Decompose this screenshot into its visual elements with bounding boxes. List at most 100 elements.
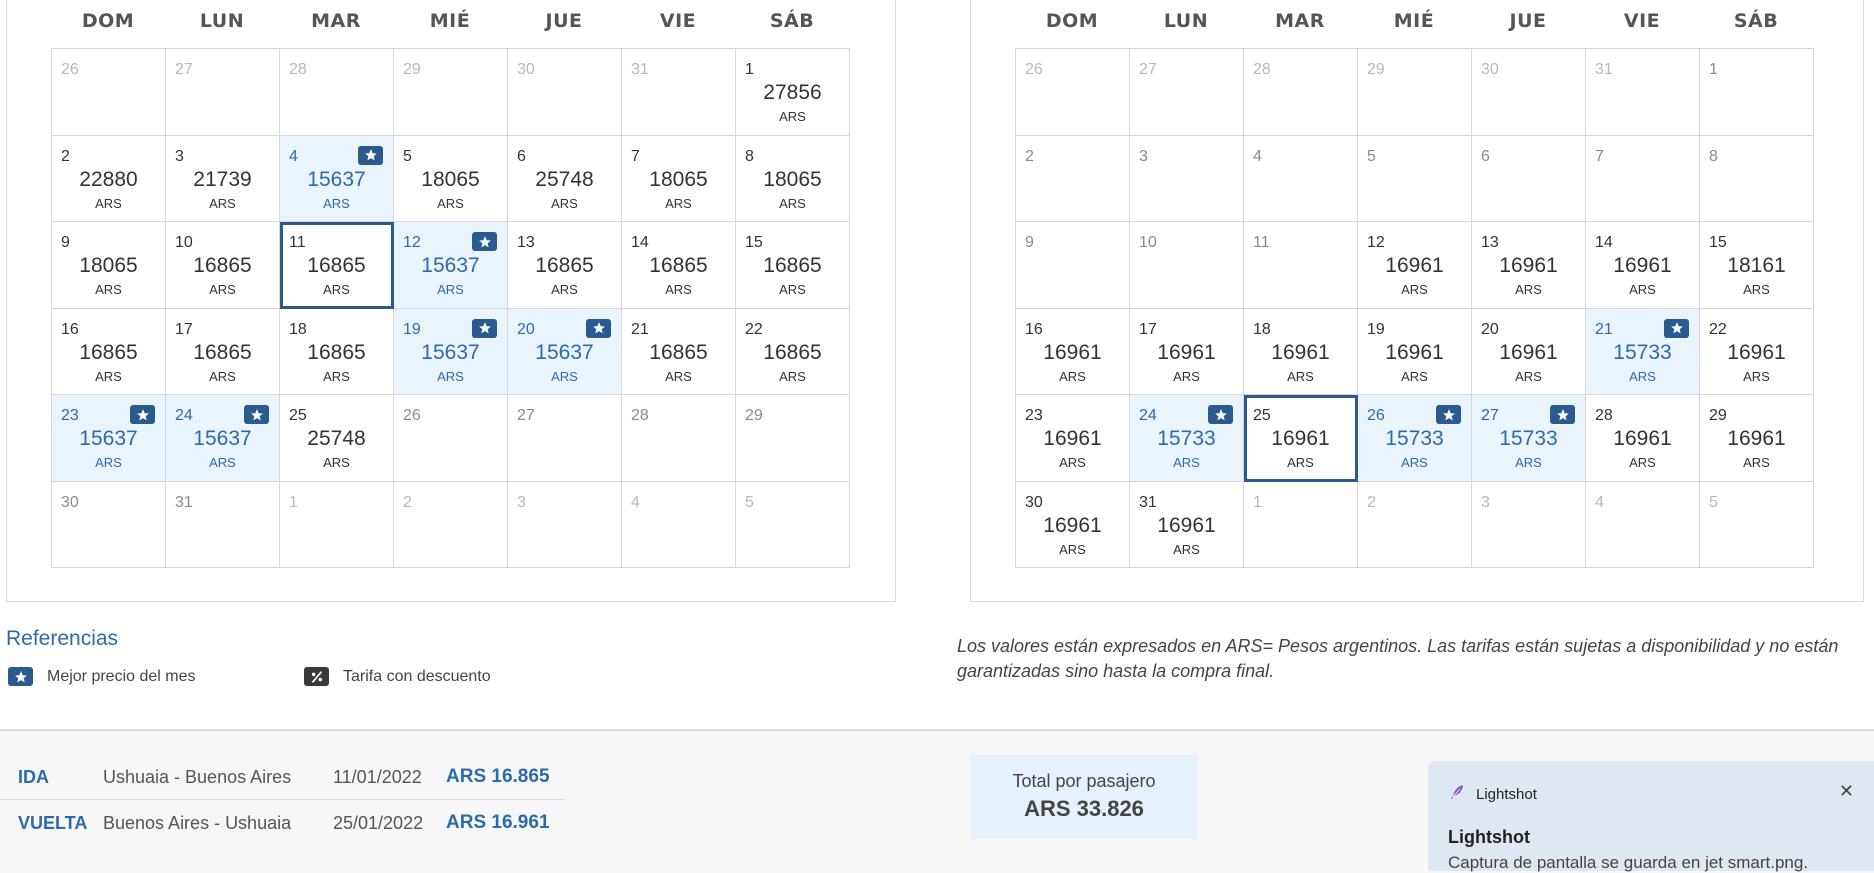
day-price: 16961 [1271, 427, 1330, 450]
calendar-day-cell: 30 [1472, 49, 1586, 136]
calendar-day-cell: 2 [1016, 135, 1130, 222]
calendar-day-cell[interactable]: 3 21739 ARS [166, 135, 280, 222]
day-number: 31 [1595, 61, 1613, 78]
calendar-day-cell[interactable]: 16 16961 ARS [1016, 308, 1130, 395]
calendar-day-cell: 28 [622, 395, 736, 482]
calendar-day-cell: 4 [622, 481, 736, 568]
calendar-day-cell[interactable]: 22 16961 ARS [1700, 308, 1814, 395]
trip-route: Buenos Aires - Ushuaia [103, 812, 292, 833]
day-number: 19 [403, 320, 421, 338]
day-currency: ARS [1401, 282, 1428, 297]
day-number: 27 [517, 407, 535, 424]
day-price: 15637 [421, 340, 480, 364]
star-ticket-icon [8, 667, 33, 686]
calendar-day-cell: 9 [1016, 222, 1130, 309]
day-price: 21739 [193, 167, 252, 191]
day-number: 22 [1709, 320, 1727, 338]
day-number: 26 [61, 61, 79, 78]
calendar-day-cell: 27 [166, 49, 280, 136]
calendar-day-cell[interactable]: 18 16961 ARS [1244, 308, 1358, 395]
day-currency: ARS [1173, 368, 1200, 384]
day-currency: ARS [779, 282, 806, 297]
day-currency: ARS [437, 368, 464, 384]
calendar-day-cell[interactable]: 15 16865 ARS [736, 222, 850, 309]
calendar-day-cell[interactable]: 17 16961 ARS [1130, 308, 1244, 395]
calendar-day-cell: 2 [1358, 481, 1472, 568]
day-number: 6 [517, 147, 526, 165]
calendar-day-cell[interactable]: 1 27856 ARS [736, 49, 850, 136]
calendar-day-cell[interactable]: 23 15637 ARS [52, 395, 166, 482]
calendar-day-cell: 29 [736, 395, 850, 482]
calendar-day-cell[interactable]: 28 16961 ARS [1586, 395, 1700, 482]
calendar-day-cell[interactable]: 21 16865 ARS [622, 308, 736, 395]
calendar-day-cell[interactable]: 25 16961 ARS [1244, 395, 1358, 482]
calendar-day-cell[interactable]: 20 15637 ARS [508, 308, 622, 395]
calendar-day-cell[interactable]: 11 16865 ARS [280, 222, 394, 309]
star-ticket-icon [1436, 405, 1461, 424]
calendar-day-cell[interactable]: 30 16961 ARS [1016, 481, 1130, 568]
day-number: 29 [1367, 61, 1385, 78]
calendar-day-cell[interactable]: 27 15733 ARS [1472, 395, 1586, 482]
close-icon[interactable]: ✕ [1838, 781, 1854, 801]
calendar-day-cell[interactable]: 29 16961 ARS [1700, 395, 1814, 482]
calendar-day-cell[interactable]: 10 16865 ARS [166, 222, 280, 309]
day-price: 16865 [649, 340, 708, 364]
toast-app-name: Lightshot [1476, 785, 1537, 803]
calendar-day-cell[interactable]: 24 15733 ARS [1130, 395, 1244, 482]
day-number: 30 [1481, 61, 1499, 78]
calendar-day-cell[interactable]: 15 18161 ARS [1700, 222, 1814, 309]
calendar-day-cell: 11 [1244, 222, 1358, 309]
calendar-day-cell[interactable]: 19 15637 ARS [394, 308, 508, 395]
calendar-day-cell[interactable]: 26 15733 ARS [1358, 395, 1472, 482]
calendar-day-cell[interactable]: 31 16961 ARS [1130, 481, 1244, 568]
day-number: 16 [61, 320, 79, 338]
star-ticket-icon [130, 405, 155, 424]
calendar-day-cell[interactable]: 24 15637 ARS [166, 395, 280, 482]
calendar-day-cell[interactable]: 13 16865 ARS [508, 222, 622, 309]
day-currency: ARS [1173, 541, 1200, 557]
calendar-day-cell[interactable]: 12 15637 ARS [394, 222, 508, 309]
day-number: 11 [1253, 234, 1270, 251]
calendar-day-cell[interactable]: 7 18065 ARS [622, 135, 736, 222]
day-number: 7 [1595, 147, 1604, 165]
calendar-day-cell: 6 [1472, 135, 1586, 222]
calendar-day-cell: 3 [1472, 481, 1586, 568]
calendar-day-cell[interactable]: 2 22880 ARS [52, 135, 166, 222]
calendar-day-cell: 26 [394, 395, 508, 482]
day-number: 15 [1709, 234, 1727, 251]
calendar-day-cell: 28 [280, 49, 394, 136]
day-currency: ARS [551, 195, 578, 211]
day-currency: ARS [1515, 455, 1542, 470]
day-number: 10 [175, 234, 193, 251]
day-price: 15733 [1157, 427, 1216, 450]
calendar-day-cell[interactable]: 9 18065 ARS [52, 222, 166, 309]
calendar-day-cell[interactable]: 12 16961 ARS [1358, 222, 1472, 309]
lightshot-notification[interactable]: Lightshot ✕ Lightshot Captura de pantall… [1428, 761, 1874, 872]
calendar-day-cell[interactable]: 21 15733 ARS [1586, 308, 1700, 395]
calendar-day-cell[interactable]: 17 16865 ARS [166, 308, 280, 395]
star-ticket-icon [358, 145, 383, 165]
day-currency: ARS [665, 368, 692, 384]
calendar-day-cell[interactable]: 4 15637 ARS [280, 135, 394, 222]
day-number: 30 [1025, 493, 1043, 511]
calendar-vuelta: DOM LUN MAR MIÉ JUE VIE SÁB 26 27 28 29 30 31… [970, 0, 1864, 602]
total-label: Total por pasajero [1012, 771, 1156, 791]
calendar-day-cell[interactable]: 23 16961 ARS [1016, 395, 1130, 482]
calendar-day-cell[interactable]: 18 16865 ARS [280, 308, 394, 395]
calendar-day-cell[interactable]: 14 16961 ARS [1586, 222, 1700, 309]
calendar-day-cell[interactable]: 20 16961 ARS [1472, 308, 1586, 395]
calendar-day-cell[interactable]: 13 16961 ARS [1472, 222, 1586, 309]
calendar-day-cell[interactable]: 6 25748 ARS [508, 135, 622, 222]
calendar-day-cell[interactable]: 16 16865 ARS [52, 308, 166, 395]
calendar-day-cell[interactable]: 5 18065 ARS [394, 135, 508, 222]
calendar-day-cell[interactable]: 8 18065 ARS [736, 135, 850, 222]
calendar-day-cell[interactable]: 25 25748 ARS [280, 395, 394, 482]
calendar-day-cell[interactable]: 22 16865 ARS [736, 308, 850, 395]
day-price: 15733 [1613, 340, 1672, 364]
weekday-label: SÁB [769, 10, 815, 32]
calendar-day-cell: 3 [508, 481, 622, 568]
day-currency: ARS [95, 455, 122, 470]
day-number: 2 [403, 493, 412, 511]
calendar-day-cell[interactable]: 19 16961 ARS [1358, 308, 1472, 395]
calendar-day-cell[interactable]: 14 16865 ARS [622, 222, 736, 309]
